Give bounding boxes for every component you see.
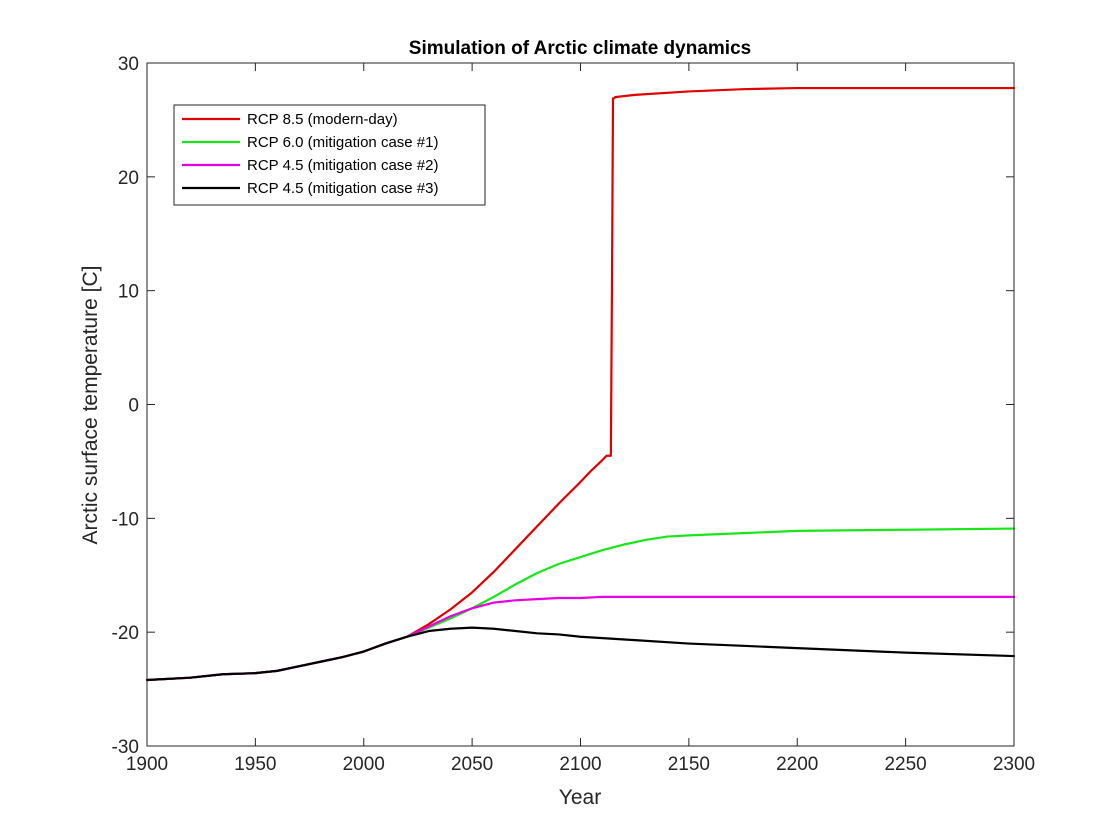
y-tick-label: 0	[128, 396, 139, 417]
legend-items: RCP 8.5 (modern-day) RCP 6.0 (mitigation …	[182, 111, 438, 197]
legend-label: RCP 6.0 (mitigation case #1)	[247, 134, 438, 151]
x-tick-label: 2100	[559, 754, 601, 775]
legend-label: RCP 8.5 (modern-day)	[247, 111, 398, 128]
x-tick-label: 2250	[884, 754, 926, 775]
x-tick-label: 2150	[668, 754, 710, 775]
y-tick-label: -20	[112, 623, 139, 644]
y-tick-label: -30	[112, 737, 139, 758]
x-axis: 1900 1950 2000 2050 2100 2150 2200 2250 2300	[126, 63, 1035, 775]
y-tick-label: 20	[118, 168, 139, 189]
y-tick-label: 10	[118, 282, 139, 303]
legend-label: RCP 4.5 (mitigation case #2)	[247, 157, 438, 174]
x-tick-label: 2200	[776, 754, 818, 775]
x-tick-label: 2000	[343, 754, 385, 775]
x-tick-label: 2300	[993, 754, 1035, 775]
legend: RCP 8.5 (modern-day) RCP 6.0 (mitigation …	[173, 104, 486, 206]
x-tick-label: 1900	[126, 754, 168, 775]
legend-label: RCP 4.5 (mitigation case #3)	[247, 180, 438, 197]
x-axis-title: Year	[559, 786, 601, 809]
y-axis: -30 -20 -10 0 10 20 30	[112, 54, 1014, 758]
x-tick-label: 1950	[234, 754, 276, 775]
y-axis-title: Arctic surface temperature [C]	[79, 266, 102, 545]
y-tick-label: 30	[118, 54, 139, 75]
series-line-4	[145, 626, 1016, 682]
chart-title: Simulation of Arctic climate dynamics	[409, 38, 751, 59]
series-group	[145, 86, 1016, 682]
y-tick-label: -10	[112, 509, 139, 530]
x-tick-label: 2050	[451, 754, 493, 775]
